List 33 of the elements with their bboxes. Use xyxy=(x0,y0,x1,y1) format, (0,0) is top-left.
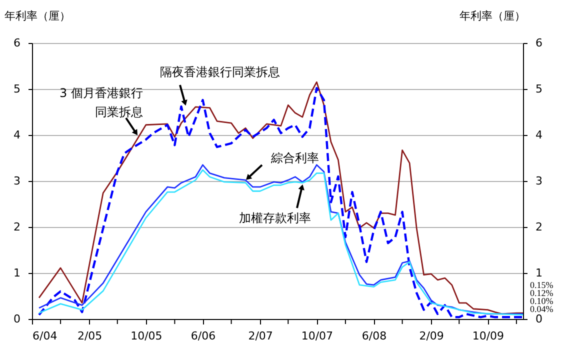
x-tick-label: 6/08 xyxy=(362,330,387,342)
y-tick-label: 4 xyxy=(14,128,20,142)
y-tick-label: 3 xyxy=(14,174,20,188)
y2-tick-label: 1 xyxy=(536,266,542,280)
x-tick-label: 2/09 xyxy=(419,330,444,342)
x-tick-label: 6/06 xyxy=(190,330,216,342)
y2-tick-label: 6 xyxy=(536,36,542,50)
y-tick-label: 6 xyxy=(14,36,20,50)
y2-axis-title: 年利率（厘） xyxy=(460,10,526,22)
x-tick-label: 2/07 xyxy=(248,330,273,342)
y2-tick-label: 3 xyxy=(536,174,542,188)
x-tick-label: 10/05 xyxy=(130,330,162,342)
y-tick-label: 1 xyxy=(14,266,20,280)
x-tick-label: 6/04 xyxy=(32,330,58,342)
series-label: 3 個月香港銀行同業拆息 xyxy=(60,86,143,119)
y2-tick-label: 5 xyxy=(536,82,542,96)
series-label: 綜合利率 xyxy=(270,151,319,165)
y-tick-label: 0 xyxy=(14,312,20,326)
x-tick-label: 10/09 xyxy=(472,330,504,342)
y2-tick-label: 0 xyxy=(536,312,542,326)
series-label: 加權存款利率 xyxy=(239,211,311,225)
text: 0.10% xyxy=(530,296,554,306)
text: 0.12% xyxy=(530,288,554,298)
y-tick-label: 2 xyxy=(14,220,20,234)
x-tick-label: 2/05 xyxy=(77,330,102,342)
y2-tick-label: 4 xyxy=(536,128,542,142)
y2-tick-label: 2 xyxy=(536,220,542,234)
text: 0.15% xyxy=(530,280,554,290)
y-axis-title: 年利率（厘） xyxy=(4,10,70,22)
x-tick-label: 10/07 xyxy=(301,330,334,342)
text: 隔夜香港銀行同業拆息 xyxy=(160,65,280,79)
y-tick-label: 5 xyxy=(14,82,20,96)
text: 0.04% xyxy=(530,304,554,314)
